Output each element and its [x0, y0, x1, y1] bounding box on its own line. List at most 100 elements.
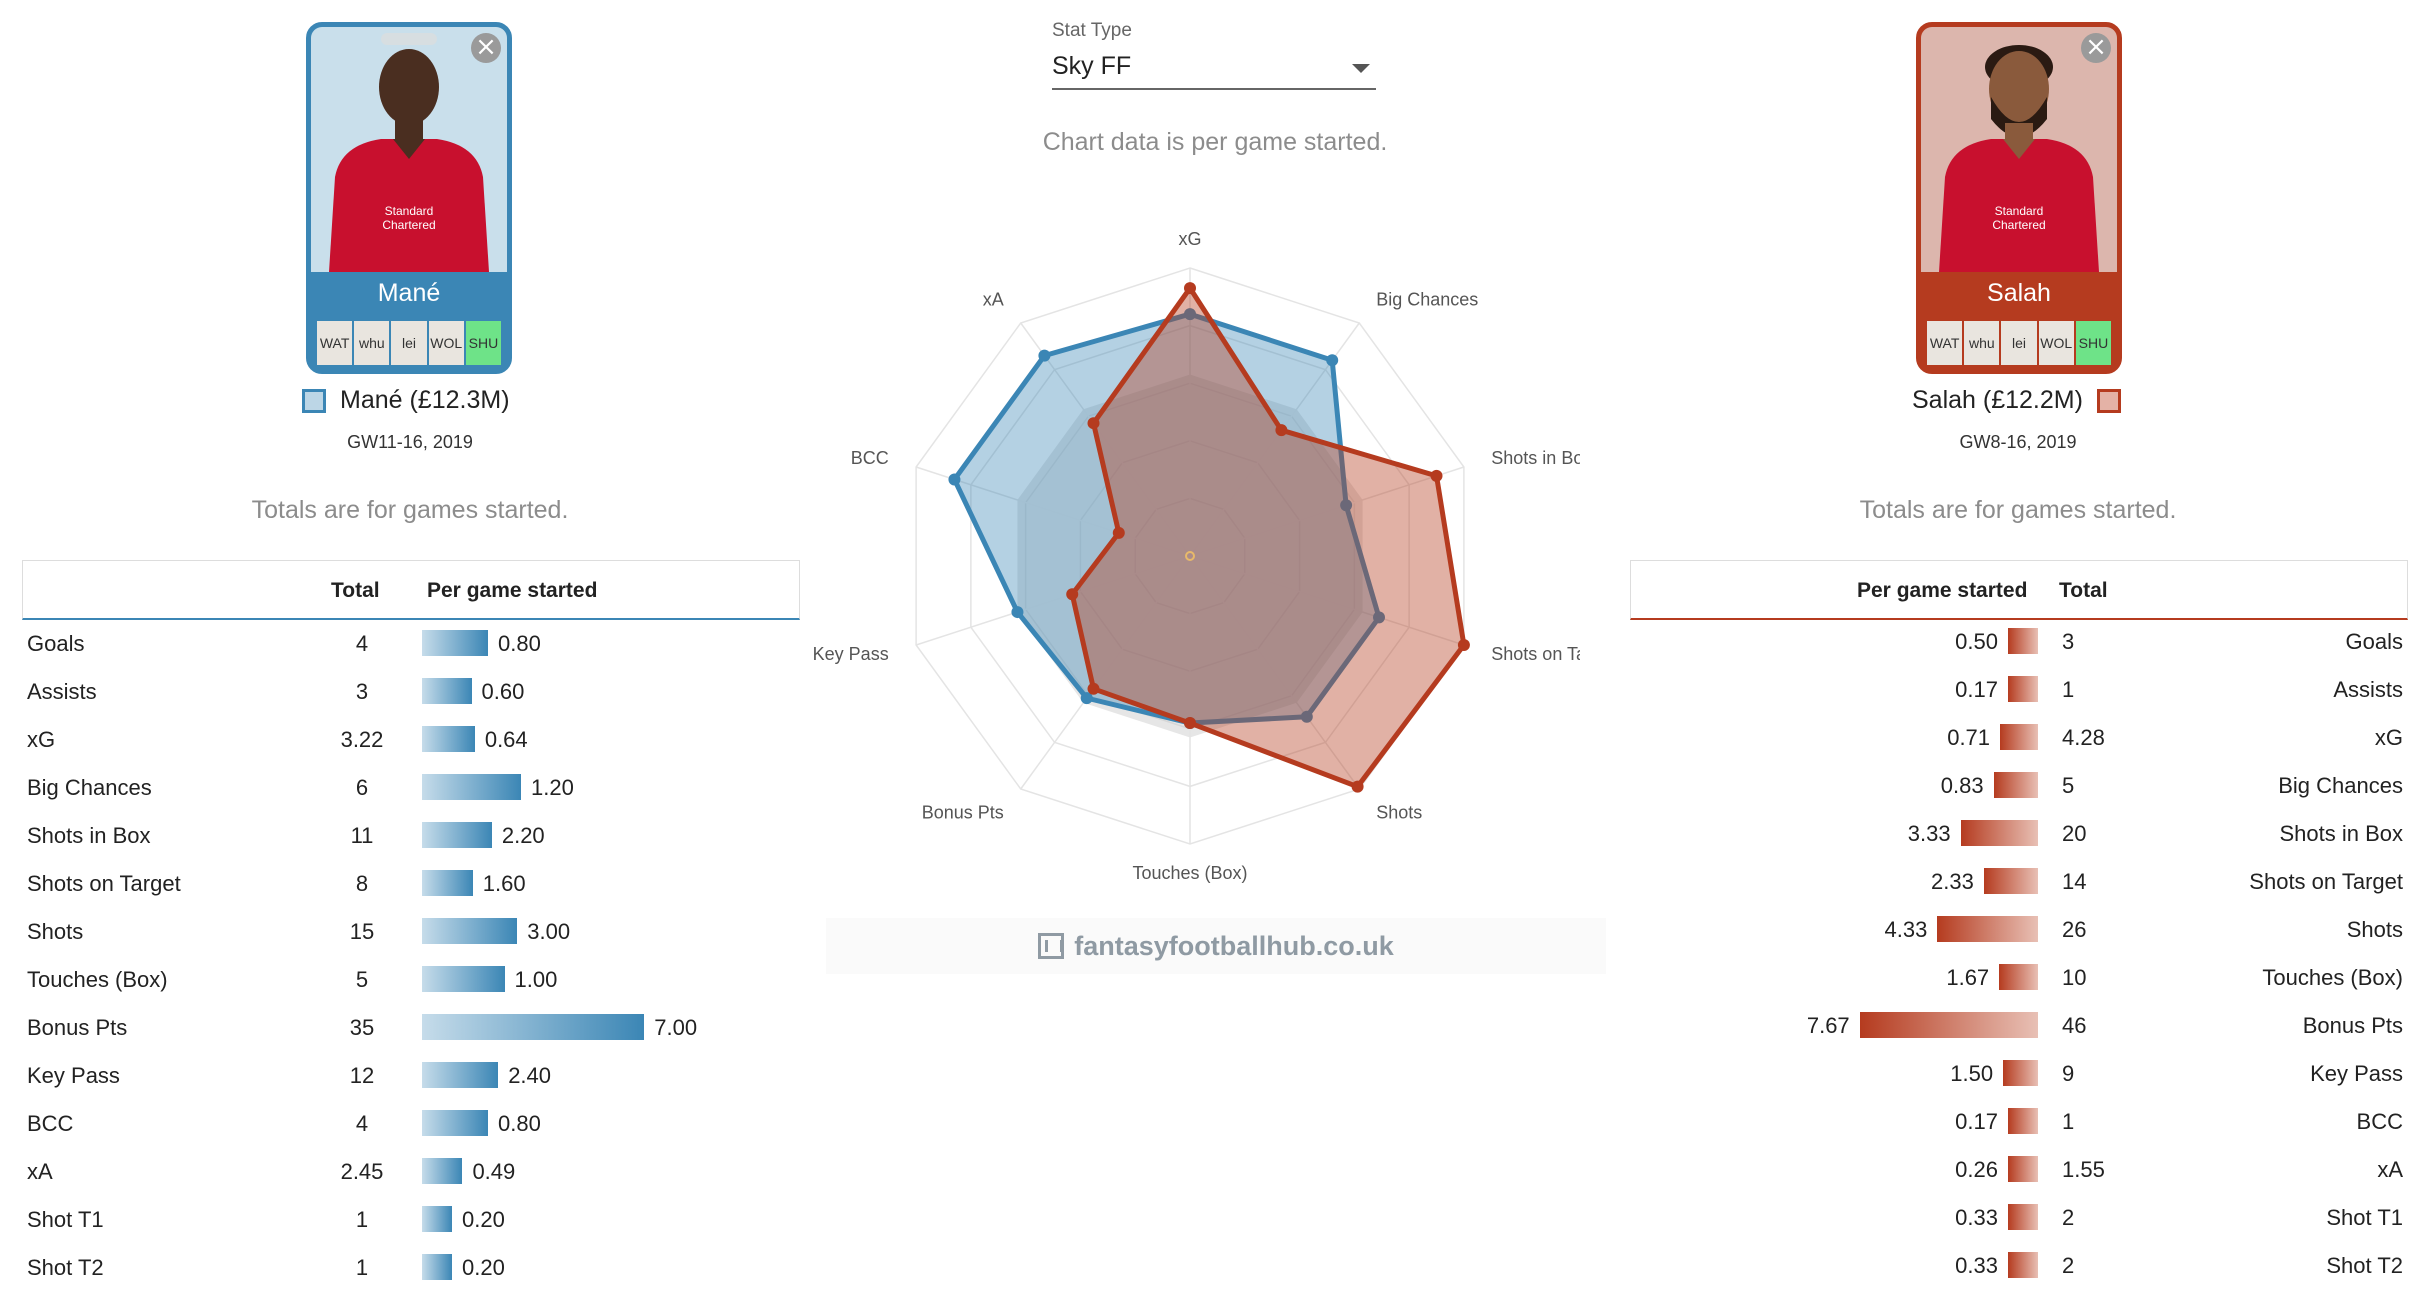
stat-per-game: 3.33 — [1907, 821, 1951, 846]
table-row: Shots 15 3.00 — [22, 908, 800, 956]
stat-total: 9 — [2062, 1061, 2075, 1086]
table-row: 0.71 4.28 xG — [1630, 714, 2408, 762]
stat-total: 35 — [349, 1015, 375, 1040]
gameweek-range-left: GW11-16, 2019 — [347, 432, 473, 452]
axis-label: xA — [983, 290, 1004, 310]
radar-chart: xG Big Chances Shots in Box Shots on Target… — [813, 229, 1580, 883]
stat-per-game: 0.71 — [1947, 725, 1991, 750]
svg-text:Chartered: Chartered — [1992, 218, 2045, 232]
table-row: Shot T2 1 0.20 — [22, 1244, 800, 1292]
stat-per-game: 7.00 — [654, 1015, 698, 1040]
axis-label: Shots in Box — [1491, 448, 1580, 468]
stat-per-game: 2.40 — [508, 1063, 552, 1088]
per-game-bar — [1937, 916, 2038, 942]
stat-per-game: 0.60 — [481, 679, 525, 704]
stat-total: 46 — [2062, 1013, 2087, 1038]
series-point — [1184, 717, 1196, 730]
center-dot — [1185, 551, 1195, 561]
stat-name: BCC — [27, 1111, 74, 1136]
table-row: xG 3.22 0.64 — [22, 716, 800, 764]
stat-total: 12 — [349, 1063, 375, 1088]
player-photo-right: Standard Chartered — [1921, 27, 2117, 272]
stat-per-game: 2.33 — [1930, 869, 1974, 894]
fixture-chip: WAT — [317, 321, 353, 365]
table-row: Big Chances 6 1.20 — [22, 764, 800, 812]
stat-per-game: 7.67 — [1806, 1013, 1850, 1038]
series-point — [1087, 682, 1100, 695]
gameweek-range-right: GW8-16, 2019 — [1959, 432, 2077, 452]
series-point — [1184, 308, 1196, 321]
axis-spoke — [1020, 555, 1191, 790]
table-row: Touches (Box) 5 1.00 — [22, 956, 800, 1004]
table-row: 7.67 46 Bonus Pts — [1630, 1002, 2408, 1050]
stat-name: Shot T1 — [27, 1207, 104, 1232]
stat-total: 2.45 — [340, 1159, 384, 1184]
stat-total: 1.55 — [2062, 1157, 2105, 1182]
stat-name: Big Chances — [27, 775, 152, 800]
stat-name: Shots — [27, 919, 84, 944]
per-game-bar — [2008, 1108, 2038, 1134]
stat-name: Shot T2 — [2326, 1253, 2403, 1278]
stat-per-game: 4.33 — [1884, 917, 1928, 942]
per-game-bar — [422, 870, 473, 896]
fixture-chip: lei — [391, 321, 427, 365]
stat-total: 10 — [2062, 965, 2087, 990]
fixture-chip: WAT — [1927, 321, 1963, 365]
series-point — [1087, 417, 1100, 430]
stat-total: 4.28 — [2062, 725, 2105, 750]
axis-spoke — [915, 555, 1191, 646]
stat-name: BCC — [2356, 1109, 2403, 1134]
axis-label: Touches (Box) — [1132, 863, 1247, 883]
per-game-bar — [1993, 772, 2038, 798]
header-total-left: Total — [331, 579, 380, 602]
per-game-bar — [2008, 676, 2038, 702]
stat-per-game: 0.33 — [1955, 1205, 1998, 1230]
legend-swatch-left — [302, 388, 326, 413]
axis-label: Bonus Pts — [922, 802, 1004, 822]
per-game-bar — [422, 1062, 499, 1088]
stat-total: 15 — [349, 919, 375, 944]
stat-total: 3 — [355, 679, 369, 704]
series-point — [1275, 424, 1288, 437]
stat-total: 8 — [355, 871, 369, 896]
fixture-chip: SHU — [2075, 321, 2112, 365]
stat-name: Shots in Box — [2279, 821, 2403, 846]
stat-per-game: 0.20 — [462, 1255, 505, 1280]
per-game-bar — [2000, 724, 2038, 750]
stat-name: Key Pass — [2310, 1061, 2403, 1086]
header-per-game-right: Per game started — [1857, 579, 2028, 602]
stat-total: 2 — [2062, 1253, 2075, 1278]
axis-label: Shots — [1376, 802, 1422, 822]
stat-per-game: 3.00 — [527, 919, 571, 944]
per-game-bar — [2008, 1204, 2038, 1230]
table-row: 0.26 1.55 xA — [1630, 1146, 2408, 1194]
legend-left: Mané (£12.3M) — [302, 386, 510, 415]
stat-type-select[interactable]: Sky FF — [1052, 48, 1376, 90]
series-point — [1340, 499, 1353, 512]
per-game-bar — [422, 1158, 463, 1184]
stat-per-game: 0.17 — [1955, 1109, 1998, 1134]
per-game-bar — [1999, 964, 2038, 990]
stat-total: 14 — [2062, 869, 2087, 894]
stat-per-game: 0.83 — [1940, 773, 1984, 798]
player-card-left: Standard Chartered × Mané WAT whu lei WOL SH… — [306, 22, 512, 374]
remove-player-right-button[interactable]: × — [2081, 33, 2111, 63]
table-row: 1.67 10 Touches (Box) — [1630, 954, 2408, 1002]
per-game-bar — [422, 918, 518, 944]
fixture-strip-left: WAT whu lei WOL SHU — [317, 321, 502, 365]
per-game-bar — [422, 1254, 452, 1280]
stat-total: 26 — [2062, 917, 2087, 942]
remove-player-left-button[interactable]: × — [471, 33, 501, 63]
fixture-chip: WOL — [2038, 321, 2074, 365]
table-row: Shots in Box 11 2.20 — [22, 812, 800, 860]
stat-name: xG — [27, 727, 56, 752]
player-name-right: Salah — [1987, 279, 2051, 307]
stat-type-value: Sky FF — [1052, 52, 1132, 80]
stat-per-game: 0.20 — [462, 1207, 505, 1232]
series-point — [1457, 638, 1470, 651]
stat-total: 4 — [355, 1111, 369, 1136]
stat-total: 1 — [2062, 1109, 2075, 1134]
per-game-bar — [422, 1110, 489, 1136]
series-point — [1326, 354, 1339, 367]
header-total-right: Total — [2059, 579, 2108, 602]
